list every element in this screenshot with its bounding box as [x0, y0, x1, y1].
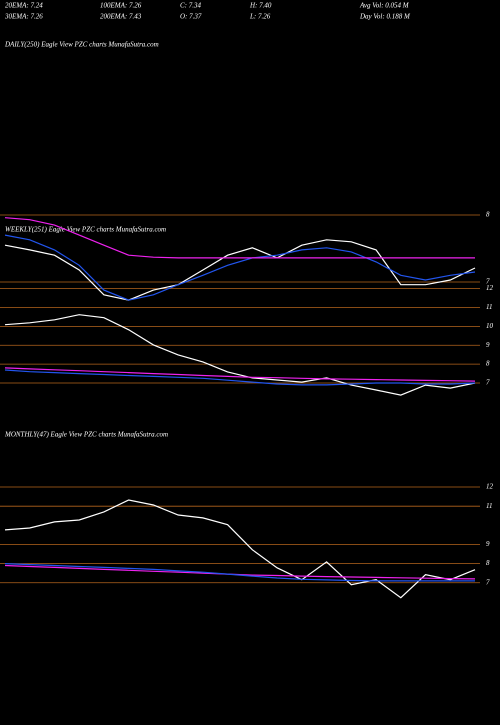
- y-tick-label: 7: [486, 278, 490, 286]
- y-tick-label: 8: [486, 559, 490, 567]
- header-stat: Day Vol: 0.188 M: [359, 13, 411, 21]
- y-tick-label: 11: [486, 502, 492, 510]
- header-stat: 30EMA: 7.26: [4, 13, 43, 21]
- header-stat: O: 7.37: [180, 13, 202, 21]
- panel-title: WEEKLY(251) Eagle View PZC charts Munafa…: [5, 226, 166, 234]
- header-stat: C: 7.34: [180, 2, 202, 10]
- price-line: [4, 217, 475, 259]
- panel-title: DAILY(250) Eagle View PZC charts MunafaS…: [4, 41, 159, 49]
- y-tick-label: 8: [486, 211, 490, 219]
- price-line: [4, 234, 476, 301]
- y-tick-label: 12: [486, 483, 494, 491]
- y-tick-label: 7: [486, 379, 490, 387]
- y-tick-label: 10: [486, 322, 494, 330]
- header-stat: 100EMA: 7.26: [100, 2, 142, 10]
- price-line: [4, 499, 476, 599]
- y-tick-label: 8: [486, 360, 490, 368]
- y-tick-label: 9: [486, 341, 490, 349]
- header-stat: 20EMA: 7.24: [5, 2, 43, 10]
- panel-title: MONTHLY(47) Eagle View PZC charts Munafa…: [4, 431, 168, 439]
- price-line: [4, 563, 475, 582]
- header-stat: 200EMA: 7.43: [100, 13, 142, 21]
- y-tick-label: 11: [486, 303, 492, 311]
- price-line: [4, 314, 476, 396]
- header-stat: H: 7.40: [249, 2, 272, 10]
- price-line: [4, 367, 476, 382]
- price-line: [4, 564, 476, 580]
- price-line: [4, 369, 476, 386]
- header-stat: L: 7.26: [249, 13, 271, 21]
- y-tick-label: 9: [486, 540, 490, 548]
- header-stat: Avg Vol: 0.054 M: [359, 2, 410, 10]
- y-tick-label: 12: [486, 284, 494, 292]
- price-line: [4, 239, 476, 301]
- y-tick-label: 7: [486, 578, 490, 586]
